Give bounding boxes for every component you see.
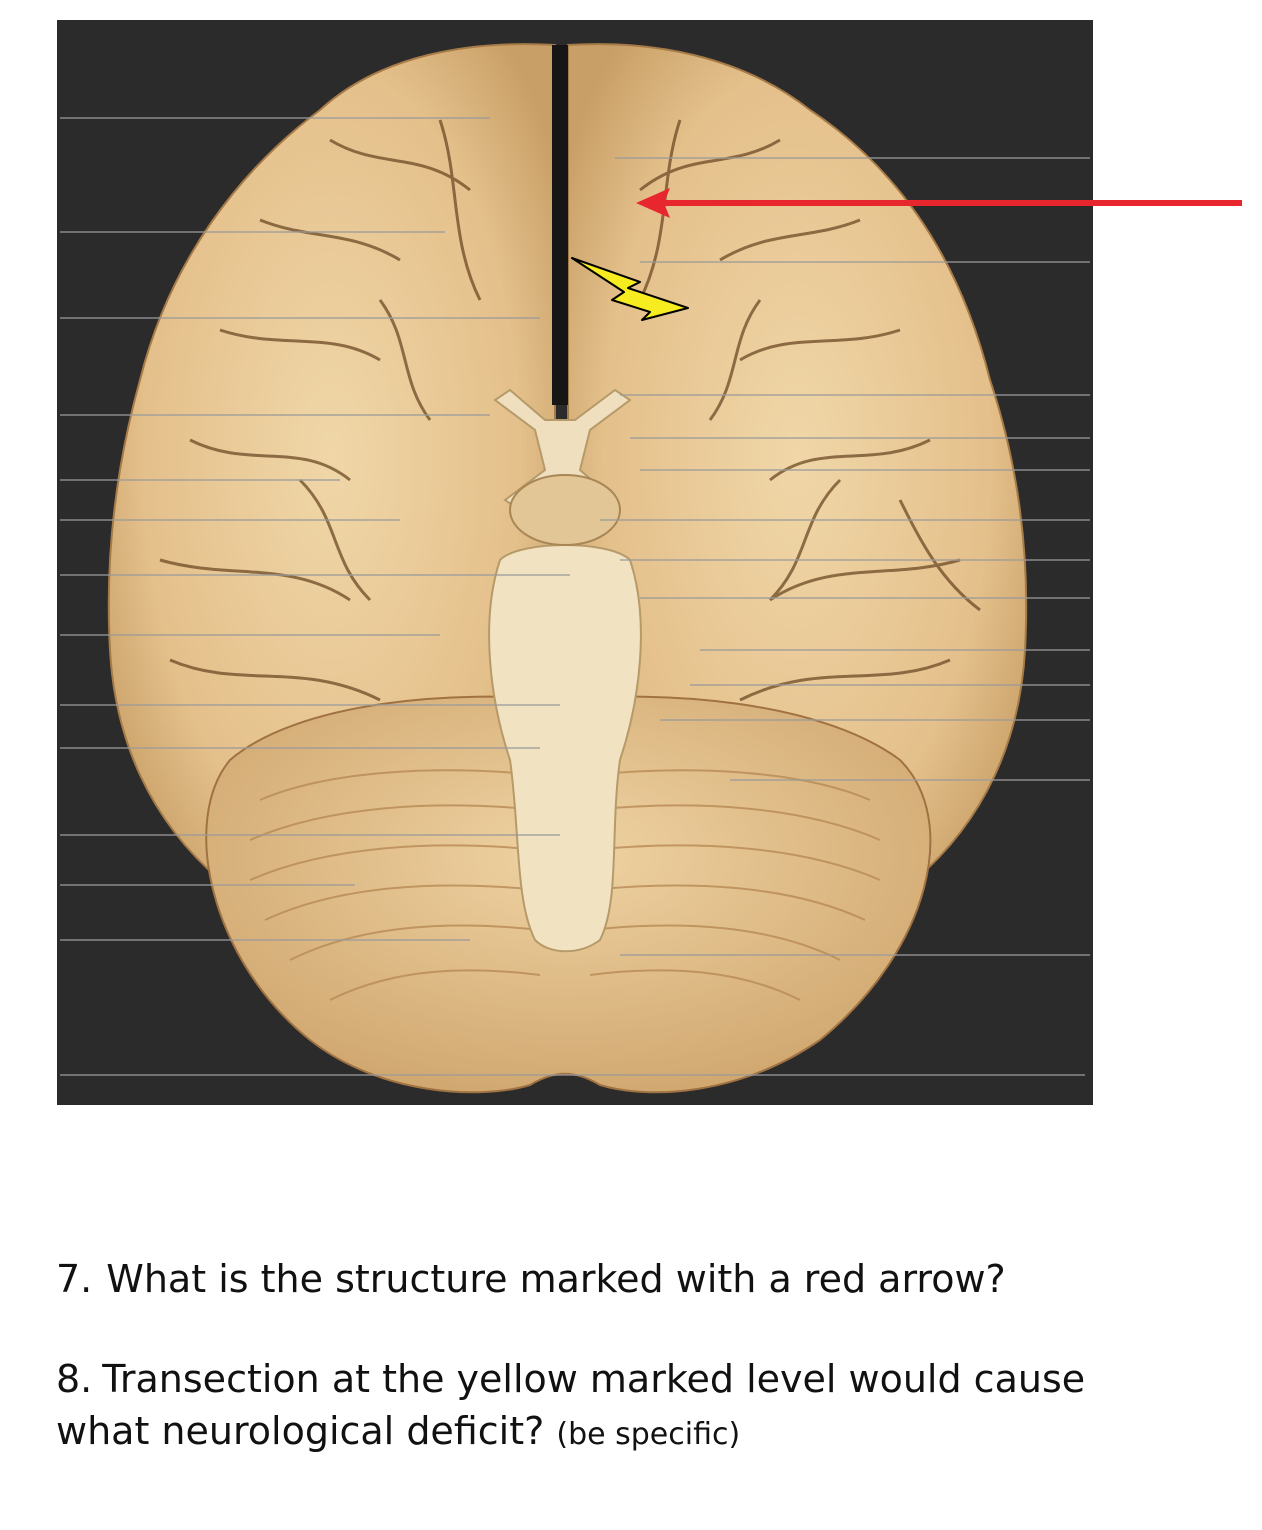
question-8: 8. Transection at the yellow marked level… [56,1353,1085,1461]
label-guide-lines [60,117,1090,1076]
yellow-lightning-marker [571,257,689,321]
red-arrow-marker [636,188,1242,218]
question-7: 7. What is the structure marked with a re… [56,1253,1006,1305]
cerebellar-folia [249,769,881,1001]
question-8-note: (be specific) [556,1417,741,1452]
brain-figure [57,20,1242,1105]
brain-photo [60,43,1090,1094]
question-8-text-line2: what neurological deficit? [56,1409,545,1453]
sulci [159,119,981,702]
question-7-text: What is the structure marked with a red … [106,1257,1006,1301]
question-8-number: 8. [56,1357,93,1401]
question-8-text-line1: Transection at the yellow marked level w… [102,1357,1086,1401]
question-7-number: 7. [56,1257,93,1301]
